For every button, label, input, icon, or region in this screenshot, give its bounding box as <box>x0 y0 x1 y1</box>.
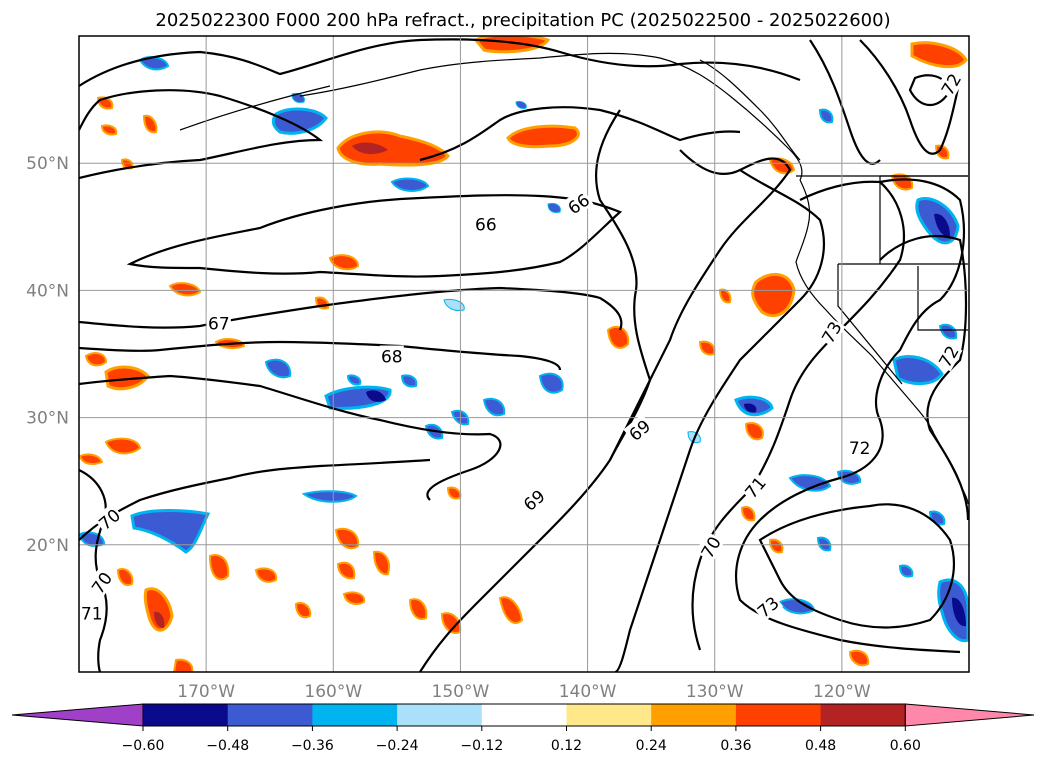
lat-tick-label: 30°N <box>26 409 69 429</box>
lon-tick-label: 160°W <box>304 682 362 702</box>
chart-title: 2025022300 F000 200 hPa refract., precip… <box>155 10 890 31</box>
colorbar-cell <box>566 704 652 726</box>
contour-label: 66 <box>473 213 498 235</box>
latitude-labels: 50°N 40°N 30°N 20°N <box>26 154 69 556</box>
colorbar: −0.60 −0.48 −0.36 −0.24 −0.12 0.12 0.24 0.36 0.4… <box>11 703 1035 754</box>
lon-tick-label: 150°W <box>432 682 490 702</box>
colorbar-tick-label: 0.12 <box>551 738 582 754</box>
colorbar-tick-label: −0.36 <box>291 738 334 754</box>
contour-label-text: 71 <box>81 604 103 624</box>
contour-label-bg <box>93 503 125 534</box>
colorbar-cell <box>651 704 737 726</box>
colorbar-tick-label: 0.24 <box>636 738 667 754</box>
lon-tick-label: 140°W <box>559 682 617 702</box>
colorbar-cell <box>143 704 229 726</box>
contour-label-bg <box>623 414 655 445</box>
contour-label-bg <box>816 316 846 348</box>
colorbar-tick-label: 0.36 <box>720 738 751 754</box>
contour-label: 71 <box>79 602 104 624</box>
refractivity-contours <box>79 38 969 672</box>
colorbar-cell <box>397 704 483 726</box>
lat-tick-label: 20°N <box>26 536 69 556</box>
contour-label-bg <box>473 213 498 234</box>
contour-label-bg <box>847 437 872 458</box>
colorbar-tick-label: 0.60 <box>890 738 921 754</box>
lat-tick-label: 40°N <box>26 281 69 301</box>
contour-label-bg <box>79 602 104 623</box>
precipitation-shading <box>79 36 969 672</box>
contour-label-bg <box>517 484 550 515</box>
colorbar-tick-label: 0.48 <box>805 738 836 754</box>
contour-label: 67 <box>206 312 231 334</box>
colorbar-outline <box>142 703 906 727</box>
coastlines <box>179 52 969 505</box>
contour-label-bg <box>562 188 594 219</box>
colorbar-cell <box>312 704 398 726</box>
contour-label-bg <box>751 590 784 622</box>
colorbar-cell <box>735 704 822 726</box>
colorbar-tick-label: −0.60 <box>122 738 165 754</box>
lon-tick-label: 170°W <box>177 682 235 702</box>
contour-label-bg <box>935 68 965 100</box>
contour-label-bg <box>379 345 404 366</box>
lon-tick-label: 130°W <box>686 682 744 702</box>
colorbar-extend-low <box>11 703 144 727</box>
longitude-labels: 170°W 160°W 150°W 140°W 130°W 120°W <box>177 682 871 702</box>
contour-label-bg <box>206 312 231 333</box>
gridlines <box>79 36 969 672</box>
contour-label-text: 66 <box>475 215 497 235</box>
colorbar-extend-high <box>904 703 1035 727</box>
colorbar-tick-label: −0.48 <box>206 738 249 754</box>
contour-label-bg <box>695 531 725 563</box>
contour-label: 72 <box>847 437 872 459</box>
lon-tick-label: 120°W <box>813 682 871 702</box>
colorbar-cell <box>227 704 313 726</box>
contour-label: 68 <box>379 345 404 368</box>
contour-label-bg <box>739 471 771 503</box>
colorbar-cell <box>820 704 906 726</box>
contour-label-text: 68 <box>381 348 403 368</box>
contour-label-text: 67 <box>208 314 230 334</box>
colorbar-cell <box>481 704 567 726</box>
colorbar-tick-label: −0.12 <box>460 738 503 754</box>
map-frame <box>78 35 970 673</box>
contour-label-bg <box>933 340 963 372</box>
colorbar-tick-label: −0.24 <box>376 738 419 754</box>
contour-label-bg <box>85 566 117 598</box>
lat-tick-label: 50°N <box>26 154 69 174</box>
contour-label-text: 72 <box>849 439 871 459</box>
